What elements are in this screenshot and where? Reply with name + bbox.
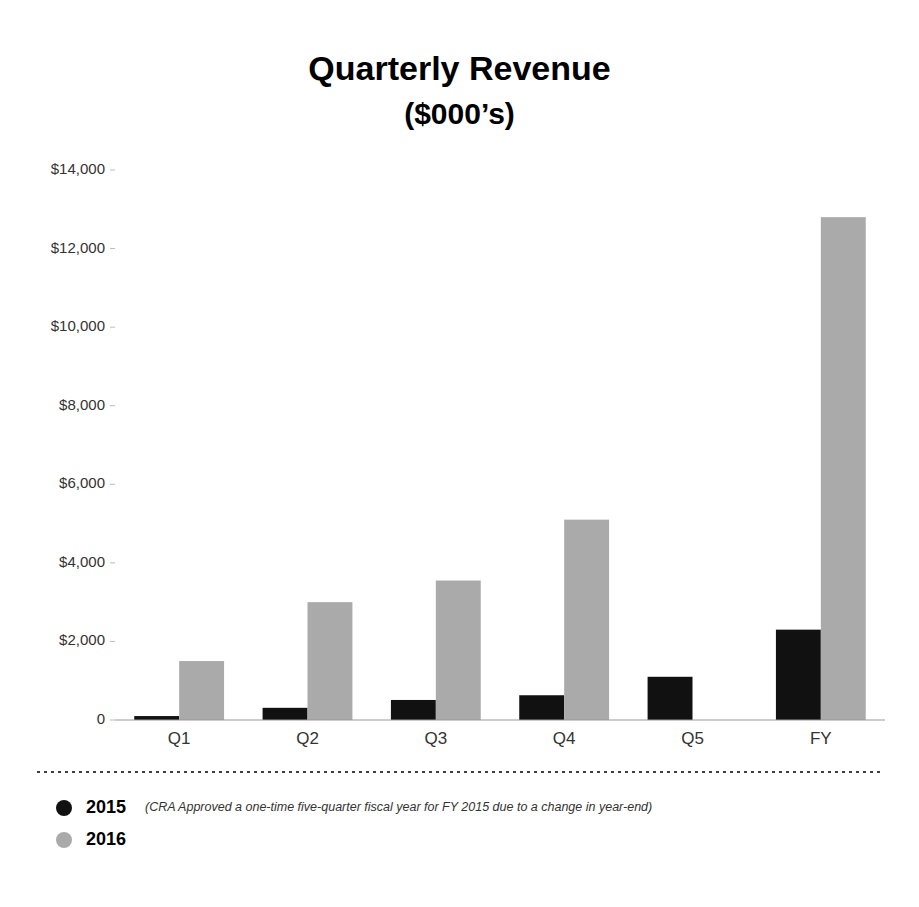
bar — [648, 677, 693, 720]
chart-container: Quarterly Revenue ($000’s) 0 $2,000 $4,000 $6… — [0, 0, 919, 907]
subtitle: ($000’s) — [404, 97, 515, 130]
bar — [821, 217, 866, 720]
x-axis-line — [115, 720, 885, 721]
bar — [179, 661, 224, 720]
x-tick-label: Q1 — [168, 729, 191, 748]
bar — [391, 700, 436, 720]
bars — [134, 217, 866, 720]
bar — [134, 716, 179, 720]
legend: 2015 2016 (CRA Approved a one-time five-qu… — [56, 797, 652, 849]
legend-separator — [37, 771, 882, 773]
x-axis: Q1 Q2 Q3 Q4 Q5 FY — [168, 729, 832, 748]
bar — [263, 708, 308, 720]
bar — [776, 630, 821, 720]
x-tick-label: FY — [810, 729, 832, 748]
x-tick-label: Q3 — [424, 729, 447, 748]
y-tick-label: $10,000 — [51, 317, 105, 334]
y-tick — [110, 562, 115, 563]
y-tick-label: $2,000 — [59, 631, 105, 648]
y-tick-label: $14,000 — [51, 160, 105, 177]
legend-note: (CRA Approved a one-time five-quarter fi… — [145, 800, 652, 814]
y-tick — [110, 720, 115, 721]
y-tick — [110, 484, 115, 485]
bar — [519, 695, 564, 720]
bar — [564, 520, 609, 720]
x-tick-label: Q2 — [296, 729, 319, 748]
legend-swatch — [56, 800, 72, 816]
legend-label: 2016 — [86, 829, 126, 849]
y-tick-label: $4,000 — [59, 553, 105, 570]
chart-svg: Quarterly Revenue ($000’s) 0 $2,000 $4,000 $6… — [0, 0, 919, 907]
bar — [436, 581, 481, 720]
x-tick-label: Q4 — [553, 729, 576, 748]
y-tick — [110, 641, 115, 642]
title: Quarterly Revenue — [308, 49, 610, 87]
y-tick-label: $6,000 — [59, 474, 105, 491]
legend-label: 2015 — [86, 797, 126, 817]
x-tick-label: Q5 — [681, 729, 704, 748]
y-tick — [110, 327, 115, 328]
y-tick-label: 0 — [97, 710, 105, 727]
y-axis: 0 $2,000 $4,000 $6,000 $8,000 $10,000 $12,000 $… — [51, 160, 115, 727]
y-tick — [110, 170, 115, 171]
legend-swatch — [56, 832, 72, 848]
y-tick-label: $8,000 — [59, 396, 105, 413]
bar — [308, 602, 353, 720]
y-tick — [110, 248, 115, 249]
y-tick-label: $12,000 — [51, 239, 105, 256]
y-tick — [110, 405, 115, 406]
